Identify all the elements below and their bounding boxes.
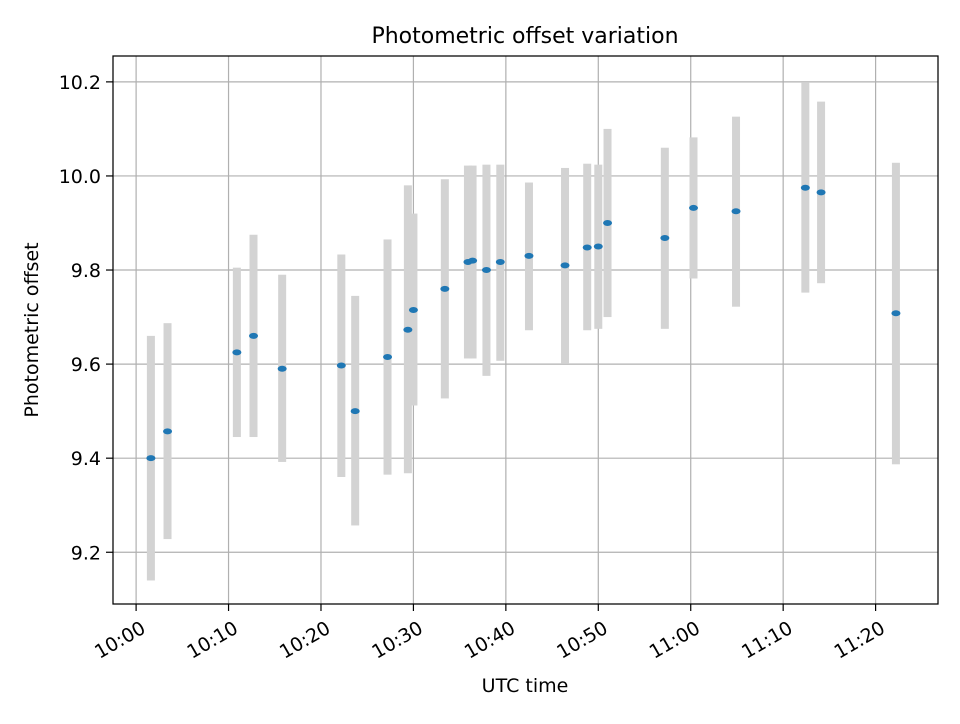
data-point (468, 257, 478, 264)
y-tick-label: 9.8 (71, 260, 101, 282)
data-point (582, 244, 592, 251)
y-tick-label: 9.2 (71, 542, 101, 564)
data-point (891, 310, 901, 317)
data-point (403, 326, 413, 333)
data-point (603, 219, 613, 226)
y-tick-label: 10.2 (59, 72, 101, 94)
data-point (495, 259, 505, 266)
data-point (232, 349, 242, 356)
data-point (350, 408, 360, 415)
plot-frame (112, 55, 939, 605)
data-point (731, 208, 741, 215)
data-point (660, 235, 670, 242)
data-point (163, 428, 173, 435)
data-point (249, 332, 259, 339)
data-point (277, 365, 287, 372)
data-point (593, 243, 603, 250)
data-point (383, 354, 393, 361)
data-point (816, 189, 826, 196)
y-tick-label: 9.6 (71, 354, 101, 376)
chart-title: Photometric offset variation (371, 24, 678, 49)
data-point (524, 252, 534, 259)
x-axis-label: UTC time (482, 675, 569, 697)
data-point (336, 362, 346, 369)
data-point (689, 204, 699, 211)
data-point (408, 307, 418, 314)
y-axis: 9.2 9.4 9.6 9.8 10.0 10.2 (59, 72, 113, 564)
data-point (481, 267, 491, 274)
point-layer (146, 184, 901, 462)
data-point (440, 285, 450, 292)
y-tick-label: 9.4 (71, 448, 101, 470)
y-tick-label: 10.0 (59, 166, 101, 188)
data-point (800, 184, 810, 191)
data-point (560, 262, 570, 269)
data-point (146, 455, 156, 462)
y-axis-label: Photometric offset (21, 242, 43, 417)
